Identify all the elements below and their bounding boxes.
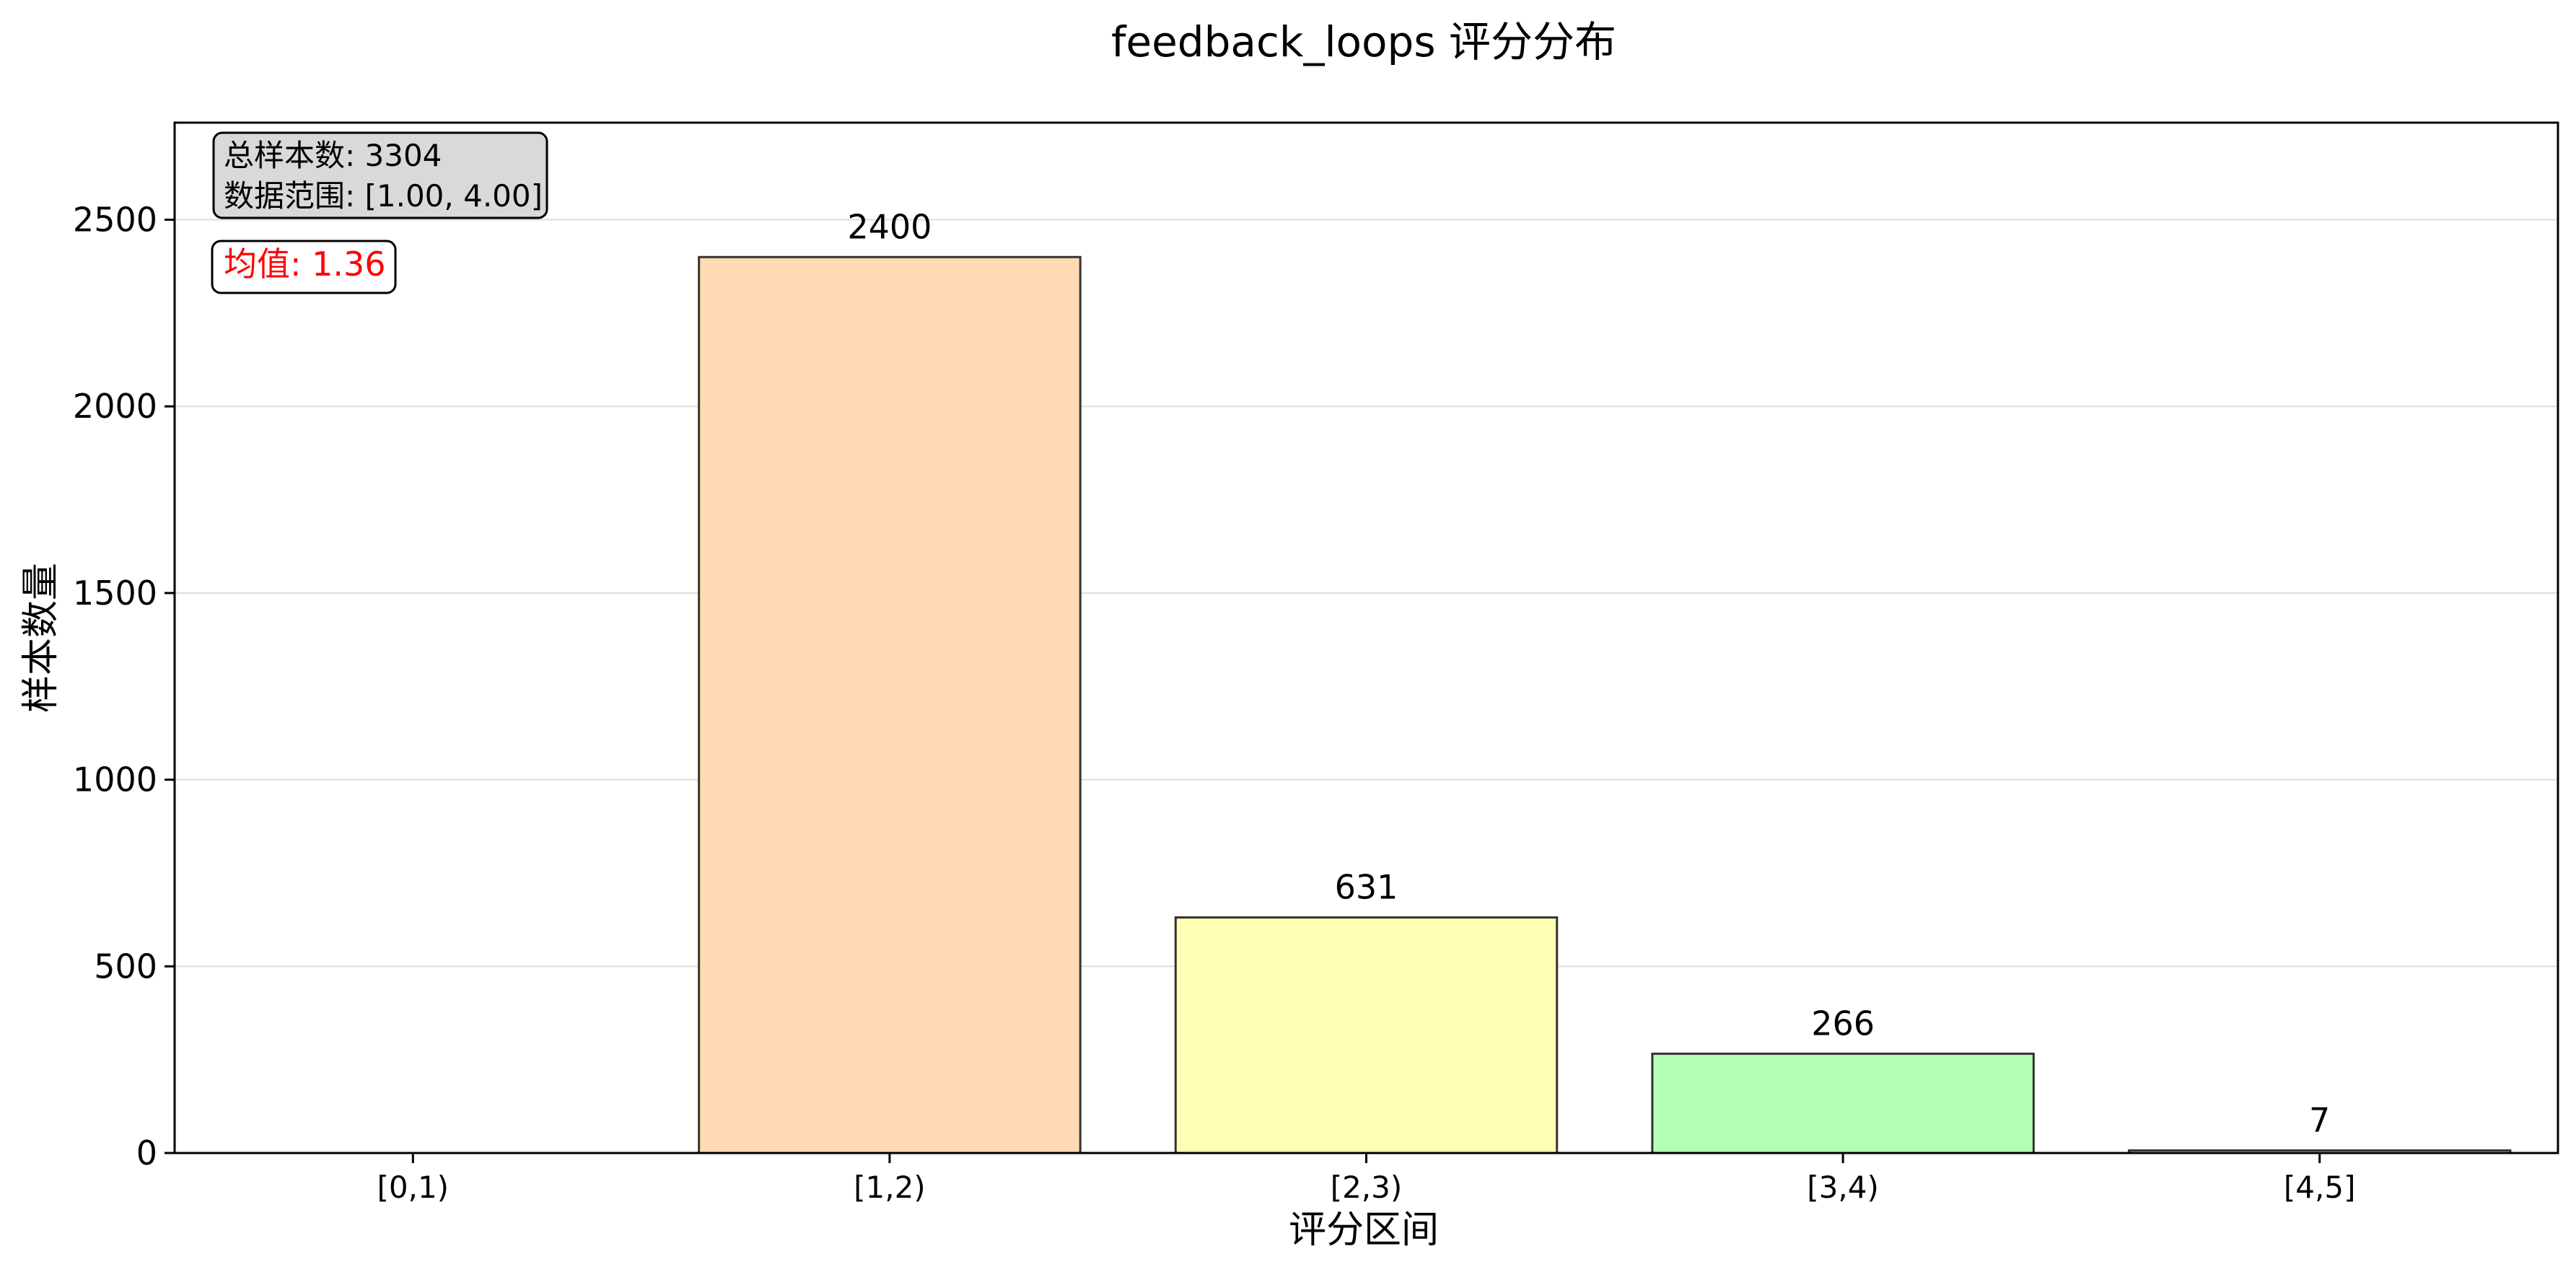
stats-annotation-box: 总样本数: 3304 数据范围: [1.00, 4.00] [212,131,548,219]
bar [698,255,1082,1154]
y-axis-label: 样本数量 [19,563,63,713]
y-tick-label: 1000 [73,760,157,799]
y-tick-label: 2000 [73,387,157,426]
mean-annotation-box: 均值: 1.36 [211,240,397,294]
x-axis-label: 评分区间 [1289,1209,1439,1252]
y-tick-label: 1500 [73,574,157,613]
x-tick-label: [4,5] [2284,1170,2356,1205]
stats-data-range: 数据范围: [1.00, 4.00] [224,178,543,214]
stats-total-samples: 总样本数: 3304 [224,138,442,173]
y-axis: 0 500 1000 1500 2000 2500 [73,201,175,1172]
grid-layer [175,219,2558,968]
bar [1174,916,1559,1154]
x-axis: [0,1) [1,2) [2,3) [3,4) [4,5] [377,1153,2356,1205]
chart-title: feedback_loops 评分分布 [1111,17,1616,66]
bar-value-label: 631 [1335,868,1398,907]
stats-box-background [212,131,548,219]
x-tick-label: [3,4) [1807,1170,1879,1205]
bar-value-label: 2400 [847,207,932,246]
mean-label: 均值: 1.36 [224,245,386,284]
x-tick-label: [1,2) [854,1170,926,1205]
bar-value-label: 266 [1811,1004,1875,1043]
y-tick-label: 500 [94,947,157,986]
x-tick-label: [0,1) [377,1170,450,1205]
bar [1651,1052,2035,1154]
x-tick-label: [2,3) [1331,1170,1403,1205]
y-tick-label: 2500 [73,201,157,240]
bars-layer [698,255,2512,1154]
y-tick-label: 0 [136,1134,157,1172]
value-labels-layer: 2400 631 266 7 [847,207,2330,1139]
bar-value-label: 7 [2309,1100,2330,1139]
mean-box-background [211,240,397,294]
